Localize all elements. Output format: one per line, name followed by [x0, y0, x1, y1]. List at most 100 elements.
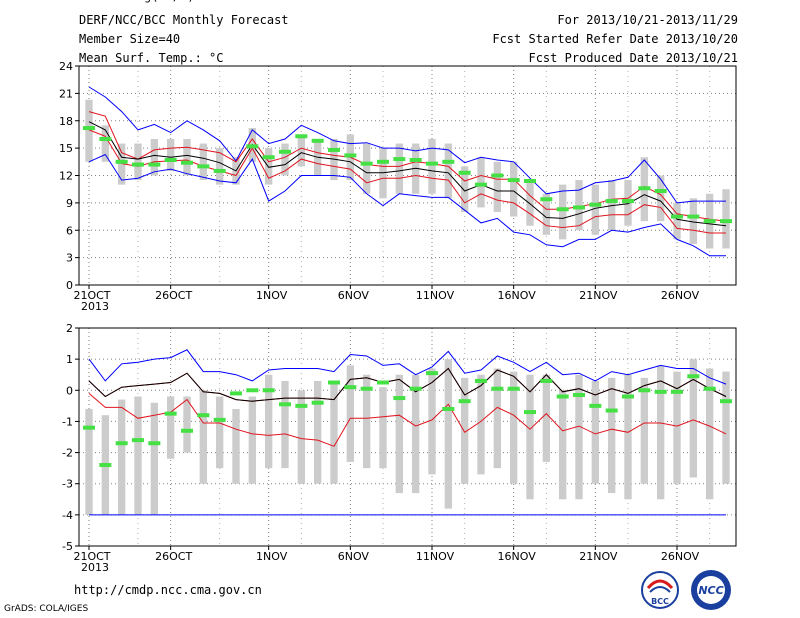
- spread-box: [150, 402, 159, 515]
- spread-box: [705, 368, 714, 500]
- obs-marker: [638, 388, 651, 393]
- y-tick-label: 18: [59, 115, 73, 128]
- obs-marker: [262, 155, 275, 160]
- spread-box: [330, 380, 338, 484]
- obs-marker: [344, 153, 357, 158]
- x-tick-label: 11NOV: [416, 289, 455, 302]
- footer-url[interactable]: http://cmdp.ncc.cma.gov.cn: [74, 583, 262, 597]
- y-tick-label: -5: [62, 540, 73, 553]
- obs-marker: [164, 157, 177, 162]
- spread-box: [673, 371, 681, 484]
- obs-marker: [703, 386, 716, 391]
- series-line-upper: [88, 111, 727, 222]
- y-tick-label: 21: [59, 87, 73, 100]
- spread-box: [477, 374, 485, 475]
- spread-box: [215, 396, 224, 469]
- obs-marker: [654, 389, 667, 394]
- spread-box: [640, 377, 649, 484]
- spread-box: [526, 180, 534, 226]
- obs-marker: [671, 389, 683, 394]
- obs-marker: [720, 399, 732, 404]
- y-tick-label: 12: [59, 170, 73, 183]
- x-year-label: 2013: [81, 561, 109, 574]
- series-line-max: [88, 86, 726, 204]
- x-tick-label: 21NOV: [579, 550, 618, 563]
- spread-box: [542, 193, 551, 235]
- x-tick-label: 26OCT: [155, 289, 192, 302]
- obs-marker: [295, 134, 308, 139]
- obs-marker: [246, 388, 259, 393]
- obs-marker: [393, 396, 406, 401]
- ncc-logo: NCC: [691, 570, 731, 610]
- spread-box: [460, 166, 469, 212]
- series-line-mean: [88, 121, 727, 227]
- x-year-label: 2013: [81, 300, 109, 313]
- obs-marker: [230, 391, 242, 396]
- spread-box: [444, 143, 453, 199]
- series-line-lower: [88, 393, 727, 447]
- spread-box: [134, 396, 142, 515]
- x-tick-label: 21NOV: [579, 289, 618, 302]
- obs-marker: [311, 400, 324, 405]
- spread-box: [362, 143, 371, 194]
- obs-marker: [458, 399, 471, 404]
- series-line-min: [88, 153, 726, 257]
- obs-marker: [115, 159, 128, 164]
- y-tick-label: 9: [66, 197, 73, 210]
- spread-box: [281, 143, 289, 176]
- obs-marker: [491, 173, 504, 178]
- x-tick-label: 26NOV: [661, 550, 700, 563]
- obs-marker: [475, 378, 487, 383]
- spread-box: [722, 371, 730, 484]
- bcc-logo-text: BCC: [651, 597, 669, 606]
- x-tick-label: 11NOV: [416, 550, 455, 563]
- spread-box: [117, 399, 126, 515]
- spread-box: [428, 139, 436, 194]
- y-tick-label: 6: [66, 224, 73, 237]
- y-tick-label: 24: [59, 60, 73, 73]
- spread-box: [248, 396, 257, 484]
- obs-marker: [262, 388, 275, 393]
- obs-marker: [475, 182, 487, 187]
- x-tick-label: 26OCT: [155, 550, 192, 563]
- member-size: Member Size=40: [79, 32, 181, 46]
- spread-box: [379, 387, 387, 469]
- spread-box: [656, 175, 665, 222]
- spread-box: [542, 374, 551, 462]
- obs-marker: [99, 137, 112, 141]
- obs-marker: [83, 126, 95, 131]
- series-line-lower: [88, 129, 726, 234]
- variable-label: Mean Surf. Temp.: °C: [79, 51, 224, 65]
- x-tick-label: 21OCT: [73, 289, 110, 302]
- chart-title: DERF/NCC/BCC Monthly Forecast: [79, 13, 289, 27]
- spread-box: [166, 139, 175, 171]
- spread-box: [591, 380, 600, 484]
- obs-marker: [377, 159, 389, 164]
- spread-box: [101, 125, 110, 162]
- obs-marker: [83, 425, 95, 430]
- obs-marker: [605, 199, 618, 204]
- spread-box: [346, 365, 355, 462]
- spread-box: [395, 143, 404, 194]
- obs-marker: [409, 157, 422, 162]
- obs-marker: [638, 186, 651, 191]
- obs-marker: [279, 149, 291, 154]
- spread-box: [264, 148, 273, 185]
- spread-box: [264, 374, 273, 469]
- obs-marker: [426, 371, 438, 376]
- obs-marker: [99, 463, 112, 468]
- obs-marker: [328, 147, 340, 152]
- fcst-produced: Fcst Produced Date 2013/10/21: [528, 51, 738, 65]
- y-axis-title: Prec.: log(mm/d): [79, 0, 195, 3]
- obs-marker: [164, 411, 177, 416]
- spread-box: [444, 359, 453, 509]
- obs-marker: [540, 378, 553, 383]
- bcc-logo: BCC: [641, 571, 679, 609]
- obs-marker: [328, 380, 340, 385]
- spread-box: [493, 368, 502, 469]
- obs-marker: [181, 160, 193, 165]
- obs-marker: [622, 394, 634, 399]
- x-tick-label: 6NOV: [338, 289, 370, 302]
- spread-box: [493, 161, 502, 212]
- spread-box: [722, 189, 730, 249]
